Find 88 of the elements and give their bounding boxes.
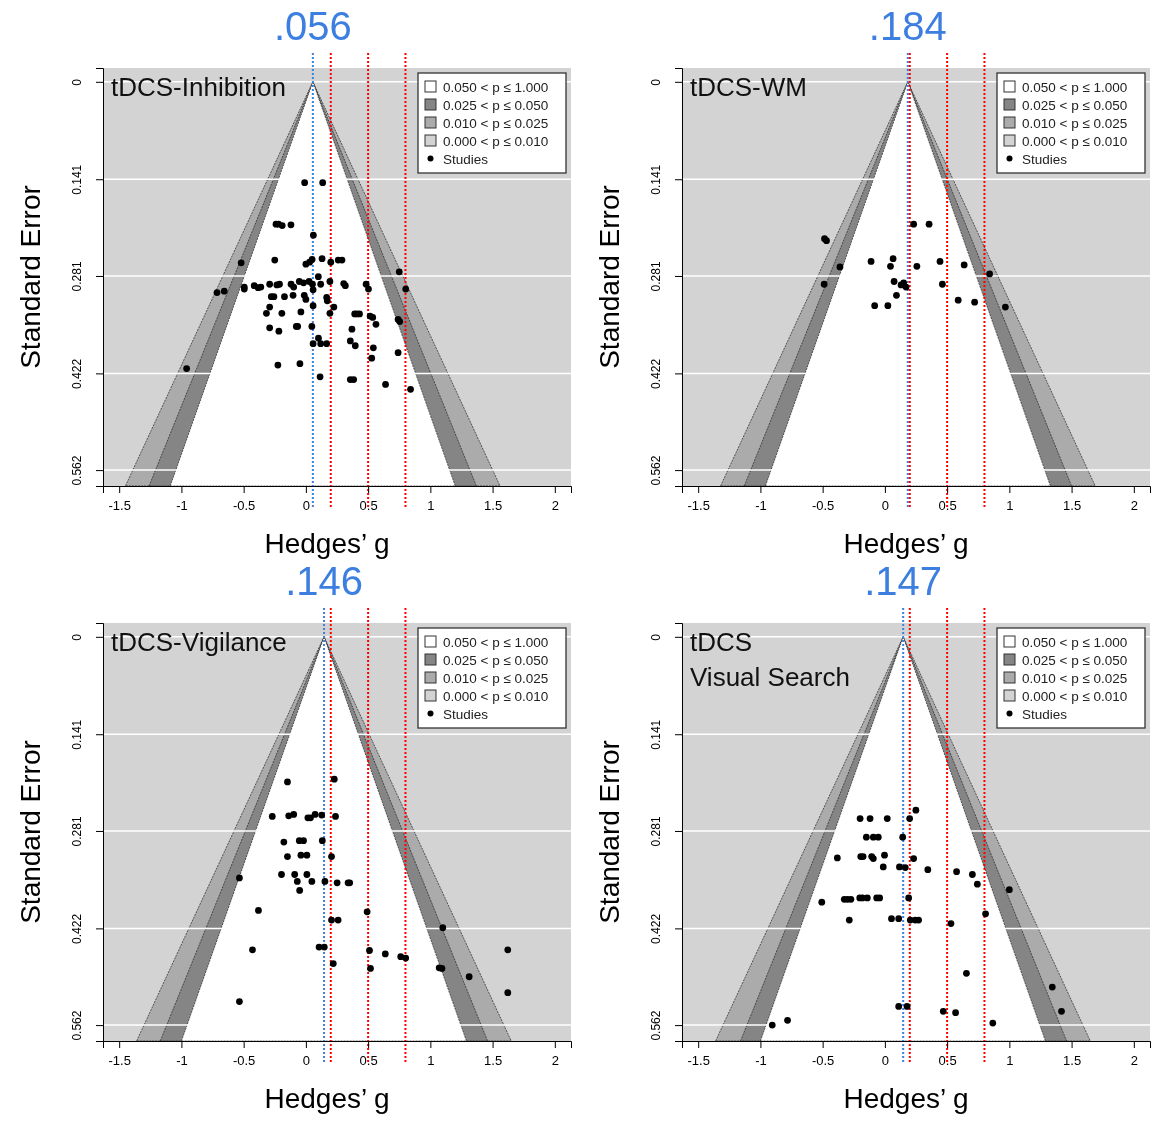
- legend-label: 0.050 < p ≤ 1.000: [1022, 634, 1128, 650]
- x-tick-label: 0.5: [359, 1053, 378, 1069]
- band-label: 0.000 < p ≤ 0.010: [443, 688, 549, 704]
- x-tick-label: 0.5: [938, 1053, 957, 1069]
- y-tick-label: 0.141: [649, 719, 663, 750]
- y-tick-label: 0.422: [649, 913, 663, 944]
- x-tick-label: 1: [427, 498, 435, 514]
- x-axis-title: Hedges’ g: [264, 1083, 390, 1114]
- y-tick-label: 0.422: [649, 358, 663, 389]
- x-axis-title: Hedges’ g: [264, 528, 390, 559]
- ref-line-label: .146: [285, 559, 363, 603]
- legend-label: 0.025 < p ≤ 0.050: [1022, 97, 1128, 113]
- x-tick-label: 1: [1006, 1053, 1014, 1069]
- x-tick-label: -1.5: [687, 1053, 710, 1069]
- x-tick-label: 2: [551, 498, 559, 514]
- x-tick-label: 1: [1006, 498, 1014, 514]
- x-tick-label: -0.5: [232, 1053, 256, 1069]
- band-label: 0.000 < p ≤ 0.010: [1022, 133, 1128, 149]
- legend-label: 0.050 < p ≤ 1.000: [443, 634, 549, 650]
- y-tick-label: 0.141: [70, 164, 84, 195]
- x-tick-label: 2: [1130, 498, 1138, 514]
- legend-label: 0.010 < p ≤ 0.025: [1022, 670, 1128, 686]
- legend-label: 0.025 < p ≤ 0.050: [443, 652, 549, 668]
- x-tick-label: 1: [427, 1053, 435, 1069]
- x-tick-label: -1: [755, 1053, 767, 1069]
- ref-line-label: .147: [864, 559, 943, 603]
- x-tick-label: 0.5: [938, 498, 957, 514]
- x-tick-label: -0.5: [811, 1053, 835, 1069]
- legend-label: Studies: [1022, 151, 1068, 167]
- x-tick-label: 1.5: [1063, 1053, 1082, 1069]
- y-tick-label: 0.562: [70, 1010, 84, 1041]
- x-tick-label: 2: [1130, 1053, 1138, 1069]
- legend-label: 0.025 < p ≤ 0.050: [1022, 652, 1128, 668]
- ref-line-label: .056: [273, 4, 352, 48]
- y-tick-label: 0.422: [70, 913, 84, 944]
- y-tick-label: 0: [649, 78, 663, 86]
- x-tick-label: 0.5: [359, 498, 378, 514]
- x-tick-label: -1.5: [108, 498, 131, 514]
- legend-label: Studies: [443, 151, 489, 167]
- x-tick-label: -1: [176, 1053, 188, 1069]
- x-tick-label: -1: [176, 498, 188, 514]
- y-tick-label: 0.422: [70, 358, 84, 389]
- y-axis-title: Standard Error: [594, 185, 625, 369]
- y-tick-label: 0.562: [649, 455, 663, 486]
- band-label: 0.000 < p ≤ 0.010: [443, 133, 549, 149]
- y-tick-label: 0: [649, 633, 663, 641]
- legend-label: Studies: [1022, 706, 1068, 722]
- x-axis-title: Hedges’ g: [843, 528, 969, 559]
- x-tick-label: 1.5: [484, 498, 503, 514]
- y-tick-label: 0.281: [70, 816, 84, 847]
- y-tick-label: 0.281: [649, 261, 663, 292]
- legend-label: 0.010 < p ≤ 0.025: [1022, 115, 1128, 131]
- y-tick-label: 0: [70, 633, 84, 641]
- x-tick-label: 0: [881, 1053, 889, 1069]
- chart-title: tDCS-Vigilance: [111, 627, 287, 657]
- x-tick-label: 0: [302, 498, 310, 514]
- ref-line-label: .184: [868, 4, 947, 48]
- x-tick-label: 1.5: [1063, 498, 1082, 514]
- chart-title: tDCS-WM: [690, 72, 807, 102]
- y-tick-label: 0: [70, 78, 84, 86]
- x-axis-title: Hedges’ g: [843, 1083, 969, 1114]
- y-axis-title: Standard Error: [15, 740, 46, 924]
- legend-label: 0.010 < p ≤ 0.025: [443, 670, 549, 686]
- x-tick-label: 0: [881, 498, 889, 514]
- x-tick-label: -1.5: [108, 1053, 131, 1069]
- y-axis-title: Standard Error: [15, 185, 46, 369]
- x-tick-label: -0.5: [811, 498, 835, 514]
- text: tDCS Visual Search: [690, 627, 850, 692]
- chart-title: tDCS-Inhibition: [111, 72, 286, 102]
- y-tick-label: 0.141: [649, 164, 663, 195]
- x-tick-label: -0.5: [232, 498, 256, 514]
- y-tick-label: 0.281: [70, 261, 84, 292]
- y-tick-label: 0.141: [70, 719, 84, 750]
- y-tick-label: 0.562: [649, 1010, 663, 1041]
- x-tick-label: 0: [302, 1053, 310, 1069]
- legend-label: Studies: [443, 706, 489, 722]
- legend-label: 0.050 < p ≤ 1.000: [1022, 79, 1128, 95]
- y-tick-label: 0.281: [649, 816, 663, 847]
- y-axis-title: Standard Error: [594, 740, 625, 924]
- legend-label: 0.025 < p ≤ 0.050: [443, 97, 549, 113]
- x-tick-label: 2: [551, 1053, 559, 1069]
- x-tick-label: 1.5: [484, 1053, 503, 1069]
- x-tick-label: -1.5: [687, 498, 710, 514]
- legend-label: 0.050 < p ≤ 1.000: [443, 79, 549, 95]
- legend-label: 0.010 < p ≤ 0.025: [443, 115, 549, 131]
- band-label: 0.000 < p ≤ 0.010: [1022, 688, 1128, 704]
- y-tick-label: 0.562: [70, 455, 84, 486]
- x-tick-label: -1: [755, 498, 767, 514]
